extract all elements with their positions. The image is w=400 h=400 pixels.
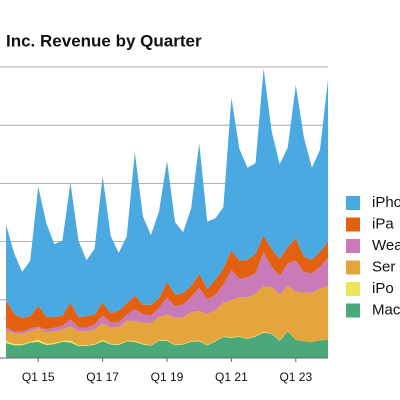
area: [6, 235, 329, 332]
legend-swatch: [346, 239, 360, 253]
area: [6, 331, 329, 358]
legend-swatch: [346, 196, 360, 210]
legend-label: Ser: [372, 258, 395, 275]
legend-label: Mac: [372, 301, 400, 318]
legend-label: iPa: [372, 215, 394, 232]
x-tick-label: Q1 19: [151, 370, 184, 384]
legend-swatch: [346, 282, 360, 296]
legend-label: iPo: [372, 280, 394, 297]
area: [6, 68, 329, 318]
x-tick-label: Q1 21: [215, 370, 248, 384]
legend-label: iPho: [372, 194, 400, 211]
chart-title: Inc. Revenue by Quarter: [6, 31, 202, 50]
legend-label: Wea: [372, 237, 400, 254]
x-tick-label: Q1 15: [22, 370, 55, 384]
legend-swatch: [346, 217, 360, 232]
x-tick-label: Q1 17: [86, 370, 119, 384]
area: [6, 252, 329, 334]
area: [6, 286, 329, 346]
legend-swatch: [346, 260, 360, 275]
x-tick-label: Q1 23: [279, 370, 312, 384]
legend-swatch: [346, 303, 360, 318]
